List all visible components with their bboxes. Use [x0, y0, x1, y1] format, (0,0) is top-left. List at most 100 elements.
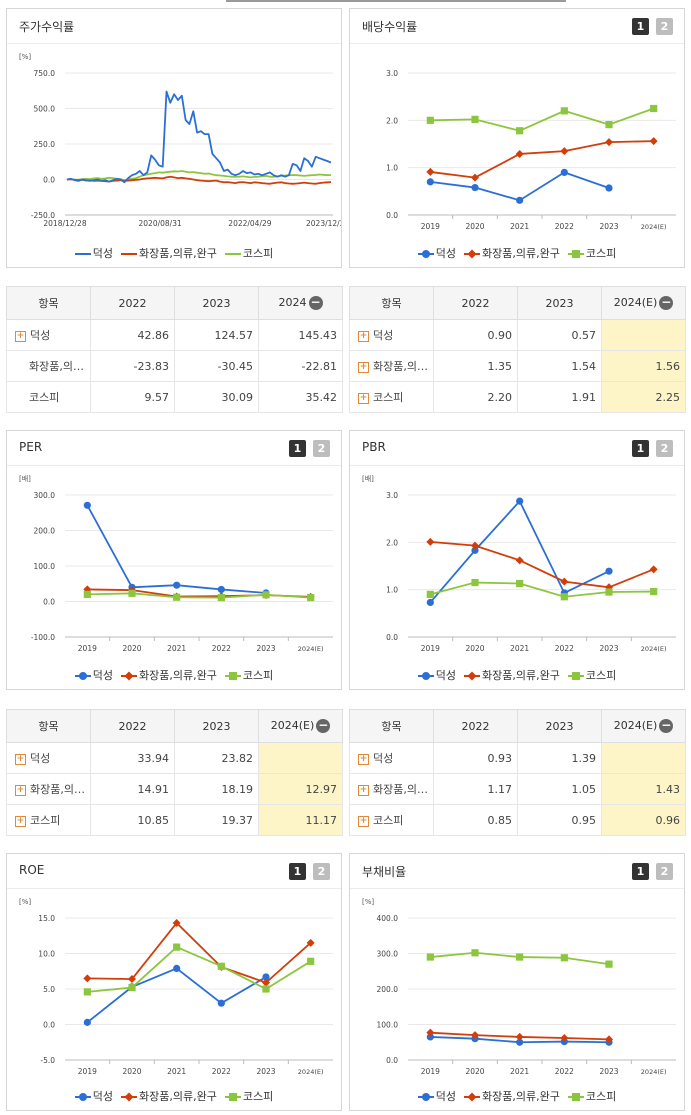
row-name-cell[interactable]: + 덕성 — [6, 319, 91, 351]
data-point-1 — [173, 964, 181, 973]
view-2-button[interactable]: 2 — [313, 863, 330, 880]
column-header[interactable]: 2024(E) − — [258, 709, 343, 743]
panel-header: 부채비율 1 2 — [350, 854, 684, 889]
column-header[interactable]: 2024(E) − — [601, 709, 686, 743]
column-header[interactable]: 2024− — [258, 286, 343, 320]
view-1-button[interactable]: 1 — [632, 863, 649, 880]
view-1-button[interactable]: 1 — [289, 440, 306, 457]
column-header-label: 2023 — [545, 719, 574, 733]
value-cell: 1.91 — [517, 381, 602, 413]
expand-plus-icon[interactable]: + — [358, 753, 369, 765]
y-tick-label: 500.0 — [34, 105, 56, 114]
legend-line — [74, 253, 91, 255]
y-tick-label: 100.0 — [377, 1021, 399, 1030]
legend-swatch — [121, 671, 138, 681]
value-cell: 35.42 — [258, 381, 343, 413]
view-2-button[interactable]: 2 — [656, 440, 673, 457]
value-cell: 0.90 — [433, 319, 518, 351]
data-point-2 — [128, 975, 136, 984]
series-line-1 — [86, 967, 267, 1024]
view-2-button[interactable]: 2 — [656, 18, 673, 35]
panel-title: ROE — [19, 863, 45, 877]
view-2-button[interactable]: 2 — [656, 863, 673, 880]
expand-plus-icon[interactable]: + — [358, 361, 369, 373]
value-cell: 30.09 — [174, 381, 259, 413]
table-row: + 화장품,의… 14.91 18.19 12.97 — [6, 773, 343, 805]
x-tick-label: 2024(E) — [641, 645, 667, 653]
collapse-minus-icon[interactable]: − — [659, 295, 674, 310]
data-point-3 — [426, 953, 434, 961]
row-name-cell[interactable]: + 코스피 — [349, 804, 434, 836]
legend-item: 덕성 — [417, 667, 457, 683]
column-header[interactable]: 2024(E) − — [601, 286, 686, 320]
row-name-cell[interactable]: + 화장품,의… — [349, 773, 434, 805]
legend-marker — [421, 672, 430, 680]
row-name-cell[interactable]: + 화장품,의… — [349, 350, 434, 382]
panel-title: 주가수익률 — [19, 20, 75, 34]
row-name-cell[interactable]: + 덕성 — [349, 319, 434, 351]
view-1-button[interactable]: 1 — [289, 863, 306, 880]
series-line-3 — [430, 581, 654, 598]
legend-item: 코스피 — [567, 1088, 616, 1104]
data-point-1 — [605, 567, 613, 575]
data-point-3 — [471, 578, 479, 587]
collapse-minus-icon[interactable]: − — [659, 718, 674, 733]
panel-header: 주가수익률 — [7, 9, 341, 44]
column-header: 2022 — [90, 286, 175, 320]
data-point-3 — [262, 591, 270, 599]
row-name-label: 코스피 — [373, 391, 404, 404]
value-cell: 1.17 — [433, 773, 518, 805]
column-header-label: 2024(E) — [270, 719, 315, 732]
row-name-label: 화장품,의… — [373, 360, 428, 373]
expand-plus-icon[interactable]: + — [358, 392, 369, 404]
x-tick-label: 2021 — [510, 644, 529, 653]
collapse-minus-icon[interactable]: − — [308, 295, 323, 310]
row-name-label: 덕성 — [30, 329, 51, 342]
data-point-1 — [83, 1018, 91, 1026]
view-1-button[interactable]: 1 — [632, 440, 649, 457]
row-name-label: 화장품,의… — [373, 783, 428, 796]
data-point-1 — [560, 168, 568, 176]
row-name-cell[interactable]: + 코스피 — [6, 804, 91, 836]
x-tick-label: 2020 — [122, 1067, 141, 1076]
legend-label: 화장품,의류,완구 — [482, 247, 560, 260]
y-tick-label: 15.0 — [38, 914, 55, 923]
table-row: + 덕성 33.94 23.82 — [6, 742, 343, 774]
row-name-cell: 화장품,의… — [6, 350, 91, 382]
legend-swatch — [417, 672, 434, 680]
y-tick-label: 0.0 — [386, 1056, 398, 1065]
x-tick-label: 2021 — [167, 644, 186, 653]
column-header: 항목 — [349, 286, 434, 320]
expand-plus-icon[interactable]: + — [15, 330, 26, 342]
view-1-button[interactable]: 1 — [632, 18, 649, 35]
expand-plus-icon[interactable]: + — [358, 330, 369, 342]
column-header: 2022 — [90, 709, 175, 743]
y-tick-label: 3.0 — [386, 69, 398, 78]
collapse-minus-icon[interactable]: − — [316, 718, 331, 733]
value-cell: 11.17 — [258, 804, 343, 836]
row-name-cell[interactable]: + 덕성 — [349, 742, 434, 774]
expand-plus-icon[interactable]: + — [15, 784, 26, 796]
expand-plus-icon[interactable]: + — [358, 784, 369, 796]
expand-plus-icon[interactable]: + — [15, 753, 26, 765]
legend-label: 덕성 — [435, 669, 457, 682]
x-tick-label: 2020 — [465, 644, 484, 653]
legend-item: 화장품,의류,완구 — [121, 667, 217, 683]
value-cell — [258, 742, 343, 774]
expand-plus-icon[interactable]: + — [358, 815, 369, 827]
column-header-label: 항목 — [381, 720, 402, 733]
legend-item: 덕성 — [74, 667, 113, 683]
view-2-button[interactable]: 2 — [313, 440, 330, 457]
expand-plus-icon[interactable]: + — [15, 815, 26, 827]
data-point-1 — [605, 184, 613, 192]
data-point-2 — [605, 138, 613, 147]
row-name-cell[interactable]: + 덕성 — [6, 742, 91, 774]
series-line-1 — [86, 504, 267, 594]
row-name-cell[interactable]: + 코스피 — [349, 381, 434, 413]
legend-label: 화장품,의류,완구 — [482, 669, 560, 682]
y-tick-label: 200.0 — [34, 527, 56, 536]
row-name-cell[interactable]: + 화장품,의… — [6, 773, 91, 805]
legend-swatch — [224, 672, 241, 680]
y-tick-label: 300.0 — [34, 491, 56, 500]
table-row: + 덕성 0.90 0.57 — [349, 319, 686, 351]
